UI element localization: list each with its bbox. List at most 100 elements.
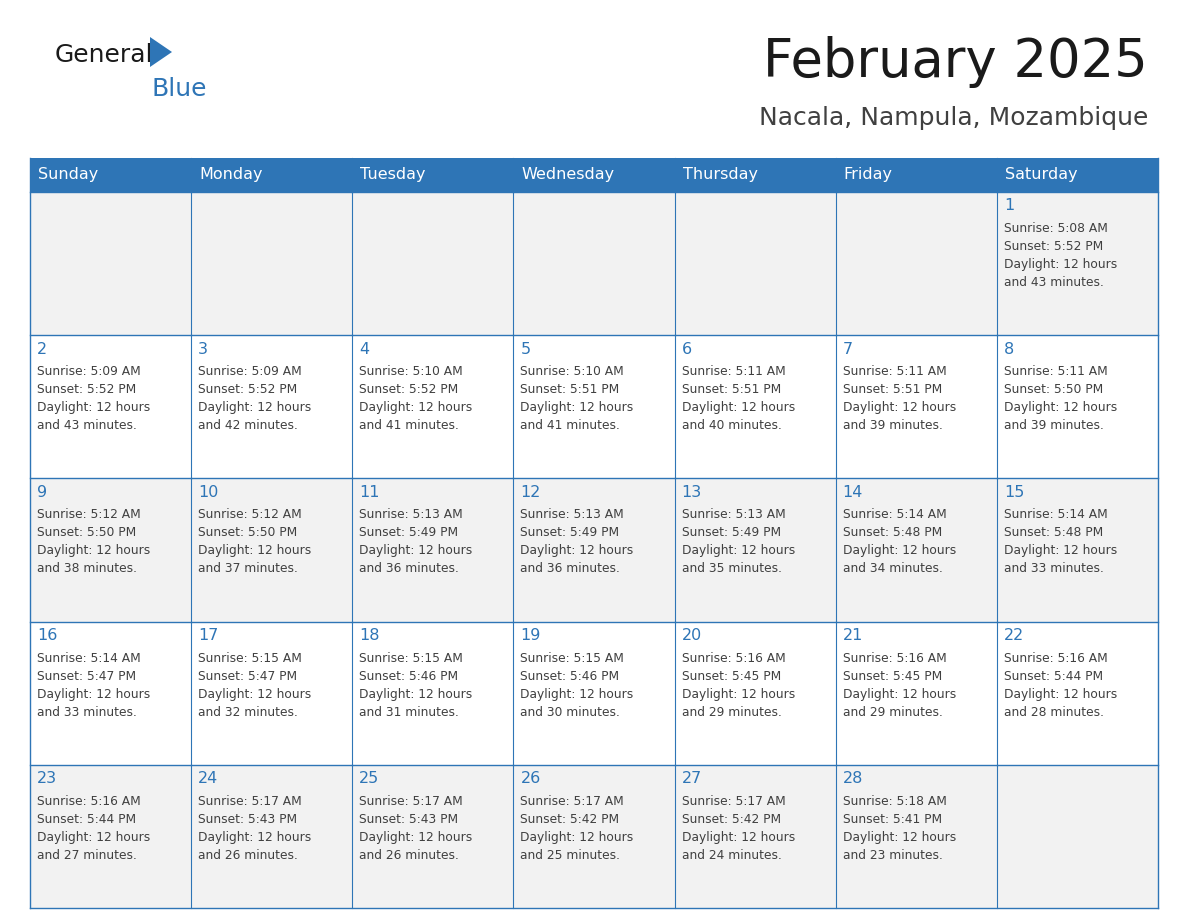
Bar — [835, 478, 997, 621]
Text: Sunrise: 5:17 AM
Sunset: 5:42 PM
Daylight: 12 hours
and 24 minutes.: Sunrise: 5:17 AM Sunset: 5:42 PM Dayligh… — [682, 795, 795, 862]
Text: Sunrise: 5:16 AM
Sunset: 5:44 PM
Daylight: 12 hours
and 27 minutes.: Sunrise: 5:16 AM Sunset: 5:44 PM Dayligh… — [37, 795, 150, 862]
Text: Sunrise: 5:18 AM
Sunset: 5:41 PM
Daylight: 12 hours
and 23 minutes.: Sunrise: 5:18 AM Sunset: 5:41 PM Dayligh… — [842, 795, 956, 862]
Bar — [30, 621, 191, 765]
Text: Tuesday: Tuesday — [360, 167, 425, 183]
Text: 3: 3 — [198, 341, 208, 357]
Bar — [353, 765, 513, 908]
Text: 7: 7 — [842, 341, 853, 357]
Text: 16: 16 — [37, 628, 57, 644]
Bar — [30, 478, 191, 621]
Bar — [30, 335, 191, 478]
Text: Nacala, Nampula, Mozambique: Nacala, Nampula, Mozambique — [759, 106, 1148, 130]
Text: Sunrise: 5:10 AM
Sunset: 5:51 PM
Daylight: 12 hours
and 41 minutes.: Sunrise: 5:10 AM Sunset: 5:51 PM Dayligh… — [520, 365, 633, 432]
Text: Friday: Friday — [843, 167, 892, 183]
Text: Sunrise: 5:12 AM
Sunset: 5:50 PM
Daylight: 12 hours
and 37 minutes.: Sunrise: 5:12 AM Sunset: 5:50 PM Dayligh… — [198, 509, 311, 576]
Text: Sunday: Sunday — [38, 167, 99, 183]
Text: Sunrise: 5:14 AM
Sunset: 5:47 PM
Daylight: 12 hours
and 33 minutes.: Sunrise: 5:14 AM Sunset: 5:47 PM Dayligh… — [37, 652, 150, 719]
Text: Sunrise: 5:14 AM
Sunset: 5:48 PM
Daylight: 12 hours
and 34 minutes.: Sunrise: 5:14 AM Sunset: 5:48 PM Dayligh… — [842, 509, 956, 576]
Text: Sunrise: 5:15 AM
Sunset: 5:46 PM
Daylight: 12 hours
and 31 minutes.: Sunrise: 5:15 AM Sunset: 5:46 PM Dayligh… — [359, 652, 473, 719]
Bar — [513, 192, 675, 335]
Text: 10: 10 — [198, 485, 219, 500]
Bar — [997, 192, 1158, 335]
Text: 26: 26 — [520, 771, 541, 787]
Text: 9: 9 — [37, 485, 48, 500]
Text: February 2025: February 2025 — [763, 36, 1148, 88]
Text: Sunrise: 5:08 AM
Sunset: 5:52 PM
Daylight: 12 hours
and 43 minutes.: Sunrise: 5:08 AM Sunset: 5:52 PM Dayligh… — [1004, 222, 1117, 289]
Text: Sunrise: 5:13 AM
Sunset: 5:49 PM
Daylight: 12 hours
and 36 minutes.: Sunrise: 5:13 AM Sunset: 5:49 PM Dayligh… — [359, 509, 473, 576]
Bar — [997, 621, 1158, 765]
Bar — [835, 192, 997, 335]
Text: Sunrise: 5:16 AM
Sunset: 5:45 PM
Daylight: 12 hours
and 29 minutes.: Sunrise: 5:16 AM Sunset: 5:45 PM Dayligh… — [842, 652, 956, 719]
Text: Monday: Monday — [200, 167, 263, 183]
Text: 27: 27 — [682, 771, 702, 787]
Text: 6: 6 — [682, 341, 691, 357]
Bar — [191, 621, 353, 765]
Polygon shape — [150, 37, 172, 67]
Text: Sunrise: 5:13 AM
Sunset: 5:49 PM
Daylight: 12 hours
and 36 minutes.: Sunrise: 5:13 AM Sunset: 5:49 PM Dayligh… — [520, 509, 633, 576]
Text: Sunrise: 5:16 AM
Sunset: 5:44 PM
Daylight: 12 hours
and 28 minutes.: Sunrise: 5:16 AM Sunset: 5:44 PM Dayligh… — [1004, 652, 1117, 719]
Bar — [835, 621, 997, 765]
Text: General: General — [55, 43, 153, 67]
Text: Sunrise: 5:17 AM
Sunset: 5:42 PM
Daylight: 12 hours
and 25 minutes.: Sunrise: 5:17 AM Sunset: 5:42 PM Dayligh… — [520, 795, 633, 862]
Bar — [191, 192, 353, 335]
Text: Sunrise: 5:13 AM
Sunset: 5:49 PM
Daylight: 12 hours
and 35 minutes.: Sunrise: 5:13 AM Sunset: 5:49 PM Dayligh… — [682, 509, 795, 576]
Text: Thursday: Thursday — [683, 167, 758, 183]
Bar — [191, 335, 353, 478]
Text: Saturday: Saturday — [1005, 167, 1078, 183]
Text: 22: 22 — [1004, 628, 1024, 644]
Text: 21: 21 — [842, 628, 864, 644]
Text: Sunrise: 5:16 AM
Sunset: 5:45 PM
Daylight: 12 hours
and 29 minutes.: Sunrise: 5:16 AM Sunset: 5:45 PM Dayligh… — [682, 652, 795, 719]
Text: 19: 19 — [520, 628, 541, 644]
Text: Sunrise: 5:11 AM
Sunset: 5:51 PM
Daylight: 12 hours
and 39 minutes.: Sunrise: 5:11 AM Sunset: 5:51 PM Dayligh… — [842, 365, 956, 432]
Text: 28: 28 — [842, 771, 864, 787]
Text: 15: 15 — [1004, 485, 1024, 500]
Bar — [353, 335, 513, 478]
Bar — [675, 192, 835, 335]
Text: 5: 5 — [520, 341, 531, 357]
Text: 17: 17 — [198, 628, 219, 644]
Text: Sunrise: 5:11 AM
Sunset: 5:51 PM
Daylight: 12 hours
and 40 minutes.: Sunrise: 5:11 AM Sunset: 5:51 PM Dayligh… — [682, 365, 795, 432]
Text: 11: 11 — [359, 485, 380, 500]
Bar — [513, 621, 675, 765]
Text: 25: 25 — [359, 771, 379, 787]
Text: Sunrise: 5:17 AM
Sunset: 5:43 PM
Daylight: 12 hours
and 26 minutes.: Sunrise: 5:17 AM Sunset: 5:43 PM Dayligh… — [198, 795, 311, 862]
Text: Sunrise: 5:10 AM
Sunset: 5:52 PM
Daylight: 12 hours
and 41 minutes.: Sunrise: 5:10 AM Sunset: 5:52 PM Dayligh… — [359, 365, 473, 432]
Text: 23: 23 — [37, 771, 57, 787]
Bar — [997, 335, 1158, 478]
Text: 8: 8 — [1004, 341, 1015, 357]
Bar — [675, 478, 835, 621]
Text: Sunrise: 5:09 AM
Sunset: 5:52 PM
Daylight: 12 hours
and 42 minutes.: Sunrise: 5:09 AM Sunset: 5:52 PM Dayligh… — [198, 365, 311, 432]
Bar — [675, 765, 835, 908]
Bar — [353, 621, 513, 765]
Bar — [30, 765, 191, 908]
Bar — [191, 765, 353, 908]
Text: 24: 24 — [198, 771, 219, 787]
Text: 14: 14 — [842, 485, 864, 500]
Bar — [30, 158, 1158, 192]
Text: Sunrise: 5:14 AM
Sunset: 5:48 PM
Daylight: 12 hours
and 33 minutes.: Sunrise: 5:14 AM Sunset: 5:48 PM Dayligh… — [1004, 509, 1117, 576]
Text: Sunrise: 5:12 AM
Sunset: 5:50 PM
Daylight: 12 hours
and 38 minutes.: Sunrise: 5:12 AM Sunset: 5:50 PM Dayligh… — [37, 509, 150, 576]
Bar — [513, 478, 675, 621]
Bar — [191, 478, 353, 621]
Text: 4: 4 — [359, 341, 369, 357]
Bar — [997, 478, 1158, 621]
Bar — [997, 765, 1158, 908]
Text: Sunrise: 5:11 AM
Sunset: 5:50 PM
Daylight: 12 hours
and 39 minutes.: Sunrise: 5:11 AM Sunset: 5:50 PM Dayligh… — [1004, 365, 1117, 432]
Bar — [513, 765, 675, 908]
Bar — [675, 621, 835, 765]
Text: 13: 13 — [682, 485, 702, 500]
Bar — [675, 335, 835, 478]
Text: 20: 20 — [682, 628, 702, 644]
Text: 1: 1 — [1004, 198, 1015, 214]
Text: Wednesday: Wednesday — [522, 167, 614, 183]
Text: Sunrise: 5:09 AM
Sunset: 5:52 PM
Daylight: 12 hours
and 43 minutes.: Sunrise: 5:09 AM Sunset: 5:52 PM Dayligh… — [37, 365, 150, 432]
Text: Sunrise: 5:17 AM
Sunset: 5:43 PM
Daylight: 12 hours
and 26 minutes.: Sunrise: 5:17 AM Sunset: 5:43 PM Dayligh… — [359, 795, 473, 862]
Bar — [30, 192, 191, 335]
Text: 2: 2 — [37, 341, 48, 357]
Bar — [353, 192, 513, 335]
Bar — [835, 765, 997, 908]
Text: Sunrise: 5:15 AM
Sunset: 5:46 PM
Daylight: 12 hours
and 30 minutes.: Sunrise: 5:15 AM Sunset: 5:46 PM Dayligh… — [520, 652, 633, 719]
Text: 18: 18 — [359, 628, 380, 644]
Bar — [513, 335, 675, 478]
Bar — [835, 335, 997, 478]
